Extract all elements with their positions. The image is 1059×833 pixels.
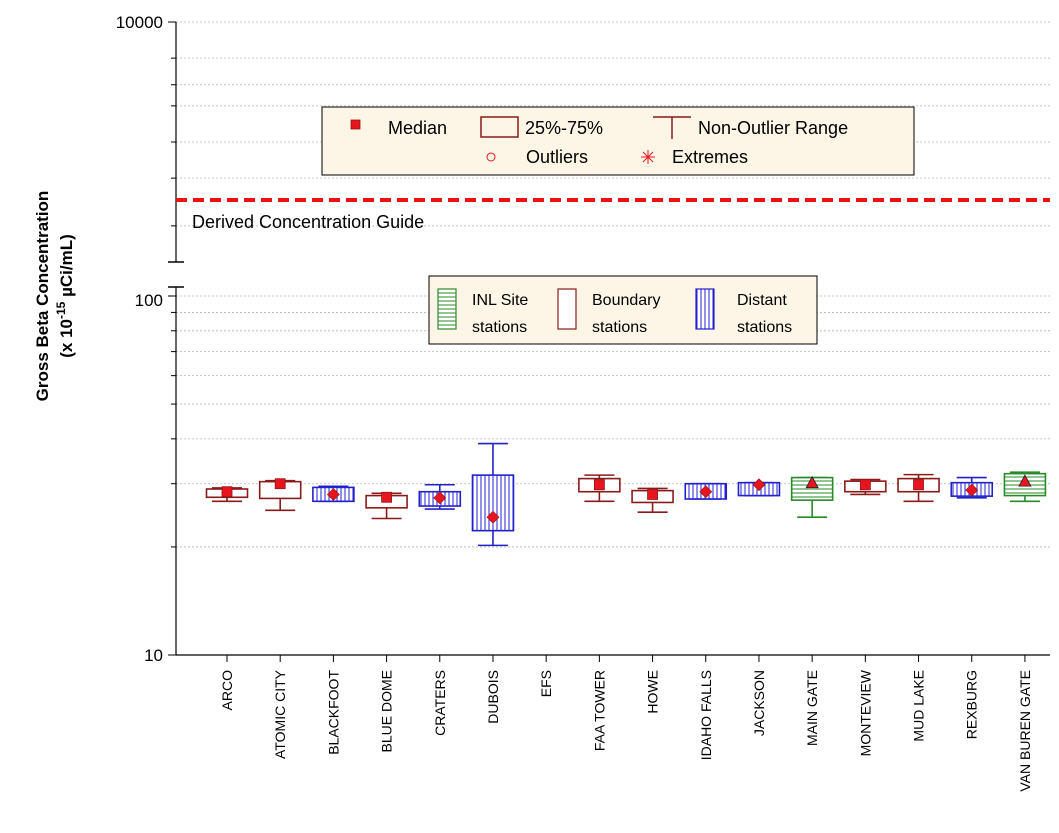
box-atomic-city [258,478,302,512]
median-marker [433,491,447,505]
x-axis-labels: ARCO ATOMIC CITY BLACKFOOT BLUE DOME CRATERS… [219,655,1033,792]
legend-stats: Median 25%-75% Non-Outlier Range Outlier… [321,106,915,176]
box-main-gate [790,475,834,519]
x-tick-label-rexburg: REXBURG [964,670,980,739]
box-mud-lake [897,473,940,503]
median-marker [593,479,605,491]
ytick-label-100: 100 [135,291,163,310]
legend-groups: INL Site stations Boundary stations Dist… [428,275,818,345]
median-marker [913,479,924,491]
median-marker [486,510,500,524]
legend-inl-label-2: stations [472,319,527,336]
x-tick-label-howe: HOWE [645,670,661,714]
legend-box-label: 25%-75% [525,118,603,138]
median-marker [221,486,233,498]
box-van-buren-gate [1003,471,1047,503]
x-tick-label-blackfoot: BLACKFOOT [325,670,341,755]
x-tick-label-mud-lake: MUD LAKE [911,670,927,742]
x-tick-label-main-gate: MAIN GATE [804,670,820,746]
box-blue-dome [365,491,408,520]
legend-boundary-swatch [557,288,577,330]
box-blackfoot [312,485,355,503]
box-craters [418,483,462,510]
x-tick-label-efs: EFS [538,670,554,697]
legend-inl-label-1: INL Site [472,292,528,309]
x-tick-label-idaho-falls: IDAHO FALLS [698,670,714,760]
x-tick-label-monteview: MONTEVIEW [857,669,873,756]
x-tick-label-blue-dome: BLUE DOME [379,670,395,752]
legend-median-label: Median [388,118,447,138]
median-marker [274,478,286,490]
median-marker [752,478,766,492]
legend-box-icon [480,116,519,138]
ytick-label-10000: 10000 [116,13,163,32]
legend-groups-frame [428,275,818,345]
legend-distant-swatch [695,288,715,330]
box-howe [631,487,674,513]
median-marker [965,483,979,497]
box-rexburg [950,476,994,499]
x-tick-label-arco: ARCO [219,670,235,711]
legend-boundary-label-1: Boundary [592,292,661,309]
y-ticks [168,21,176,656]
x-tick-label-jackson: JACKSON [751,670,767,736]
legend-extreme-icon [641,150,655,164]
median-marker [647,489,658,500]
box-idaho-falls [684,482,728,500]
median-marker [1018,474,1032,487]
median-marker [381,491,392,503]
x-tick-label-atomic-city: ATOMIC CITY [272,669,288,759]
legend-median-icon [350,119,361,130]
legend-outlier-label: Outliers [526,147,588,167]
x-tick-label-van-buren-gate: VAN BUREN GATE [1017,670,1033,792]
box-jackson [737,478,781,497]
x-tick-label-craters: CRATERS [432,670,448,736]
box-arco [205,486,249,503]
legend-distant-label-1: Distant [737,292,787,309]
median-marker [805,475,819,489]
y-axis-title-line2: (x 10-15 µCi/mL) [54,234,76,358]
legend-boundary-label-2: stations [592,319,647,336]
legend-stats-frame [321,106,915,176]
box-faa-tower [578,474,621,503]
plot-area [205,442,1047,547]
y-axis-title: Gross Beta Concentration (x 10-15 µCi/mL… [33,191,76,402]
legend-extreme-label: Extremes [672,147,748,167]
y-axis-title-line1: Gross Beta Concentration [33,191,52,402]
ytick-label-10: 10 [144,646,163,665]
legend-inl-swatch [437,288,457,330]
x-tick-label-dubois: DUBOIS [485,670,501,724]
legend-outlier-icon [486,152,496,162]
box-monteview [844,478,887,496]
median-marker [326,488,340,501]
legend-range-label: Non-Outlier Range [698,118,848,138]
legend-distant-label-2: stations [737,319,792,336]
median-marker [859,479,871,491]
x-tick-label-faa-tower: FAA TOWER [591,670,607,751]
box-dubois [471,442,515,547]
reference-line-label: Derived Concentration Guide [192,212,424,232]
median-marker [699,485,713,499]
legend-range-icon [653,116,691,139]
